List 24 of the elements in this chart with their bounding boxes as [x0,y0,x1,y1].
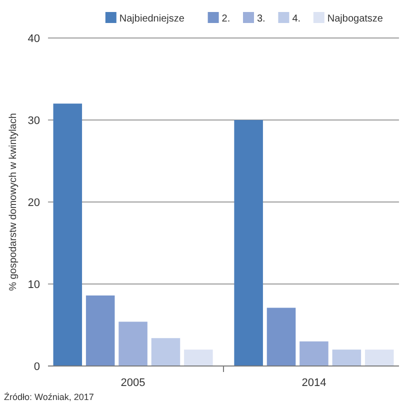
bar [266,308,296,366]
legend-label: Najbogatsze [327,14,384,24]
bar [86,295,115,366]
bar [234,120,263,366]
y-tick-label: 30 [28,114,40,127]
legend-label: 2. [222,14,230,24]
legend-label: Najbiedniejsze [119,14,185,24]
bar [151,338,180,366]
bar [53,104,82,366]
legend-label: 3. [257,14,266,24]
text: Źródło: Woźniak, 2017 [4,392,94,402]
y-axis-title: % gospodarstw domowych w kwintylach [8,113,19,291]
bar [332,350,362,366]
bar [184,350,213,366]
x-tick-label: 2005 [120,377,146,389]
y-tick-label: 20 [28,196,40,209]
x-tick-label: 2014 [302,377,326,389]
bar [118,322,148,366]
y-tick-label: 0 [34,360,40,373]
bar [300,341,328,366]
y-tick-label: 10 [28,278,40,291]
legend-label: 4. [292,14,301,24]
bar [364,350,394,366]
y-tick-label: 40 [28,32,40,45]
